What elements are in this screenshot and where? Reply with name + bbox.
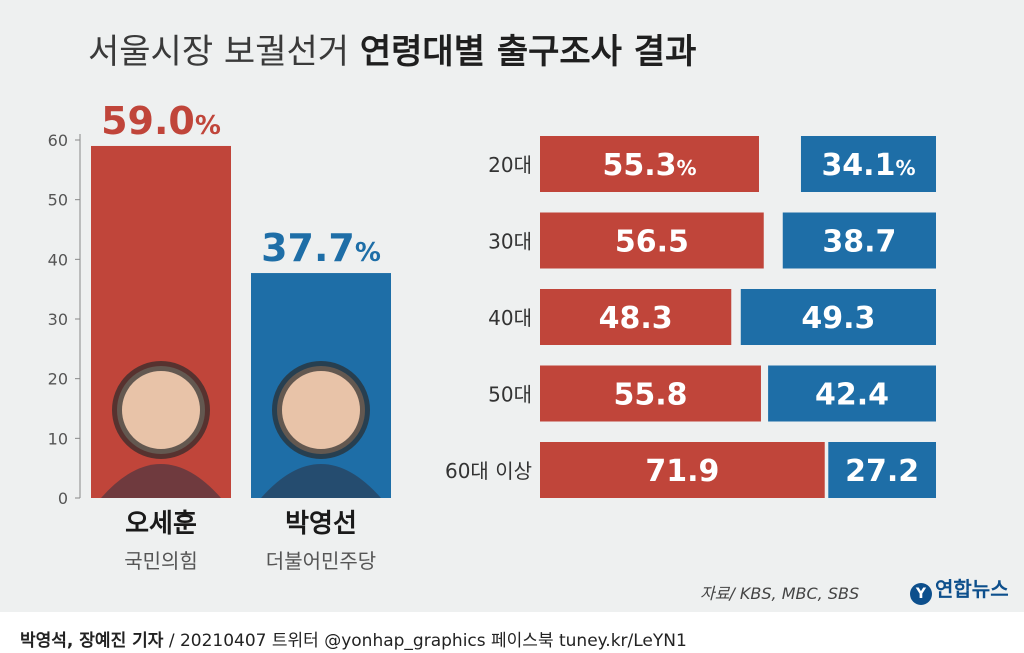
value-number: 38.7 [822,225,896,260]
candidate-photo-icon [101,464,221,498]
age-value-oh: 71.9 [645,454,719,489]
chart-title: 서울시장 보궐선거 연령대별 출구조사 결과 [88,24,696,73]
logo-text: 연합뉴스 [935,577,1009,601]
age-value-park: 38.7 [822,225,896,260]
footer-credit: 박영석, 장예진 기자 / 20210407 트위터 @yonhap_graph… [20,626,687,651]
value-number: 42.4 [815,378,889,413]
y-tick-label: 0 [58,489,68,508]
candidate-value-label: 59.0% [101,99,221,143]
value-number: 34.1 [821,148,895,183]
value-number: 56.5 [615,225,689,260]
yonhap-logo-icon: Y [910,583,932,605]
age-value-oh: 56.5 [615,225,689,260]
y-tick-label: 30 [48,310,68,329]
value-number: 71.9 [645,454,719,489]
value-unit: % [895,156,915,180]
value-number: 48.3 [599,301,673,336]
footer-authors: 박영석, 장예진 기자 [20,631,164,651]
age-bar-park [782,212,936,269]
y-tick-label: 40 [48,250,68,269]
y-tick-label: 10 [48,429,68,448]
footer-rest: / 20210407 트위터 @yonhap_graphics 페이스북 tun… [163,631,687,651]
y-tick-label: 50 [48,191,68,210]
age-category-label: 30대 [488,230,532,254]
value-number: 59.0 [101,99,195,143]
age-bar-oh [540,289,732,345]
value-number: 49.3 [801,301,875,336]
age-bar-oh [540,365,761,422]
candidate-name: 오세훈 [125,509,197,539]
age-value-oh: 48.3 [599,301,673,336]
candidate-party: 더불어민주당 [266,549,376,573]
value-unit: % [355,238,381,268]
title-part1: 서울시장 보궐선거 [88,32,350,72]
candidate-photo-icon [112,361,210,459]
source-text: 자료/ KBS, MBC, SBS [700,584,860,603]
age-value-oh: 55.3% [602,148,696,183]
age-bar-park [768,365,936,422]
y-tick-label: 60 [48,131,68,150]
age-category-label: 20대 [488,153,532,177]
age-category-label: 40대 [488,306,532,330]
value-number: 55.3 [602,148,676,183]
candidate-name: 박영선 [285,509,357,539]
value-unit: % [676,156,696,180]
age-bar-park [740,289,936,345]
age-bar-oh [540,136,759,192]
age-bar-oh [540,442,825,498]
age-value-park: 42.4 [815,378,889,413]
candidate-photo-icon [261,464,381,498]
age-bar-park [828,442,936,498]
value-number: 37.7 [261,226,355,270]
age-bar-oh [540,212,764,269]
title-part2: 연령대별 출구조사 결과 [359,32,697,72]
age-category-label: 50대 [488,383,532,407]
candidate-photo-icon [272,361,370,459]
age-value-park: 34.1% [821,148,915,183]
value-unit: % [195,111,221,141]
age-category-label: 60대 이상 [445,459,532,483]
yonhap-logo: Y 연합뉴스 [910,573,1009,605]
age-value-park: 27.2 [845,454,919,489]
age-bar-park [800,136,936,192]
value-number: 27.2 [845,454,919,489]
age-value-park: 49.3 [801,301,875,336]
age-value-oh: 55.8 [613,378,687,413]
candidate-value-label: 37.7% [261,226,381,270]
value-number: 55.8 [613,378,687,413]
y-tick-label: 20 [48,370,68,389]
candidate-party: 국민의힘 [124,549,198,573]
